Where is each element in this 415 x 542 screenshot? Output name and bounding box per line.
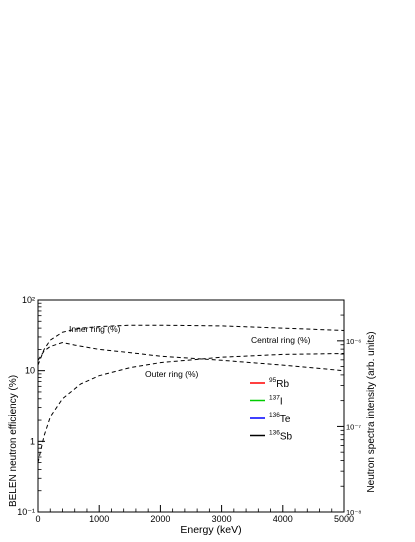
axes-group <box>37 299 345 513</box>
y-left-tick-label: 1 <box>30 436 35 446</box>
x-tick-label: 4000 <box>273 514 293 524</box>
legend-label-2: 136Te <box>269 412 291 425</box>
legend-mass: 137 <box>269 395 280 402</box>
legend-label-0: 95Rb <box>269 377 289 390</box>
x-tick-label: 3000 <box>212 514 232 524</box>
legend-mass: 136 <box>269 412 280 419</box>
legend-element: Sb <box>280 432 293 443</box>
ring-annotation-0: Inner ring (%) <box>69 324 121 334</box>
y-right-tick-label: 10⁻⁸ <box>346 508 361 517</box>
legend-mass: 95 <box>269 377 277 384</box>
x-tick-label: 1000 <box>89 514 109 524</box>
ring-annotation-2: Outer ring (%) <box>145 369 199 379</box>
x-tick-label: 0 <box>35 514 40 524</box>
y-left-tick-label: 10⁻¹ <box>17 507 35 517</box>
legend-label-1: 137I <box>269 395 283 408</box>
legend-element: I <box>280 397 283 408</box>
legend-label-3: 136Sb <box>269 430 293 443</box>
plot-frame <box>37 299 345 513</box>
legend-element: Te <box>280 414 291 425</box>
x-axis-title: Energy (keV) <box>180 524 241 536</box>
labels-group: 0 1000 2000 3000 4000 5000 10⁻¹ 1 10 10² 10⁻⁸ 10⁻⁷ 1… <box>8 295 377 536</box>
ring-annotation-1: Central ring (%) <box>251 335 311 345</box>
efficiency-curve-1 <box>38 324 344 366</box>
efficiency-curves-group <box>38 324 344 463</box>
y-right-tick-label: 10⁻⁶ <box>346 337 361 346</box>
y-right-tick-label: 10⁻⁷ <box>346 422 361 431</box>
legend-element: Rb <box>276 379 289 390</box>
x-tick-label: 5000 <box>334 514 354 524</box>
y-right-axis-title: Neutron spectra intensity (arb. units) <box>366 331 377 492</box>
x-tick-label: 2000 <box>150 514 170 524</box>
efficiency-curve-2 <box>38 353 344 463</box>
y-left-tick-label: 10² <box>22 295 35 305</box>
legend-mass: 136 <box>269 430 280 437</box>
efficiency-curve-0 <box>38 341 344 372</box>
y-left-axis-title: BELEN neutron efficiency (%) <box>8 375 19 507</box>
y-left-tick-label: 10 <box>25 366 35 376</box>
